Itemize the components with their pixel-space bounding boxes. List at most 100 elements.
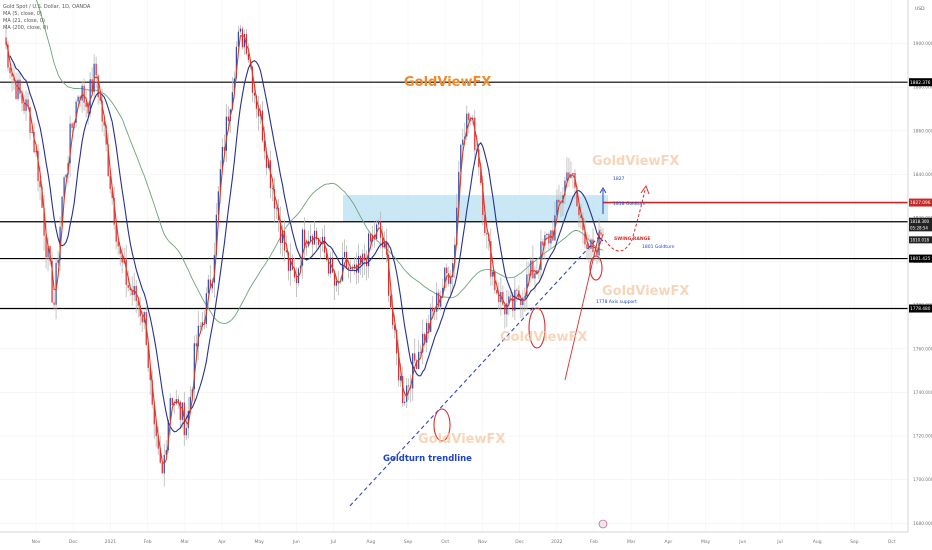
candle-body bbox=[392, 307, 394, 326]
legend-ma5[interactable]: MA (5, close, 0) bbox=[3, 11, 42, 17]
candle-body bbox=[9, 67, 11, 74]
highlight-circle bbox=[589, 255, 603, 281]
candle-body bbox=[474, 117, 476, 151]
legend-symbol[interactable]: Gold Spot / U.S. Dollar, 1D, OANDA bbox=[3, 4, 91, 10]
candle-body bbox=[295, 277, 298, 283]
candle-body bbox=[141, 316, 143, 323]
time-axis[interactable]: Nov Dec 2021 Feb Mar Apr May Jun Jul Aug Sep Oct Nov… bbox=[0, 519, 908, 545]
candle-body bbox=[215, 214, 217, 256]
candle-body bbox=[121, 253, 123, 263]
candle-body bbox=[137, 300, 139, 306]
price-tag-bg bbox=[909, 198, 932, 207]
candle-body bbox=[398, 353, 400, 381]
candle-body bbox=[33, 132, 35, 153]
candle-body bbox=[580, 215, 582, 218]
candle-body bbox=[560, 202, 562, 204]
candle-body bbox=[205, 293, 207, 325]
candle-body bbox=[540, 241, 542, 270]
candle-body bbox=[530, 260, 532, 276]
legend-ma200[interactable]: MA (200, close, 0) bbox=[3, 25, 49, 31]
candle-body bbox=[536, 270, 538, 273]
candle-body bbox=[43, 207, 45, 236]
price-tick-label: 1740.000 bbox=[913, 390, 932, 396]
candle-body bbox=[289, 257, 292, 271]
time-tick-label: Sep bbox=[850, 539, 859, 545]
candle-body bbox=[159, 448, 161, 463]
candle-body bbox=[390, 295, 392, 308]
candle-body bbox=[279, 220, 282, 244]
candle-body bbox=[564, 180, 566, 196]
price-axis[interactable]: USD 1680.000 1700.000 1720.000 1740.000 1760.… bbox=[907, 0, 932, 550]
candle-body bbox=[281, 230, 284, 244]
candle-body bbox=[546, 233, 548, 236]
candle-body bbox=[227, 116, 229, 122]
candle-body bbox=[185, 428, 187, 436]
candle-body bbox=[101, 100, 103, 122]
time-tick-label: 2022 bbox=[551, 539, 563, 545]
candle-body bbox=[39, 181, 41, 188]
ma5-line bbox=[5, 35, 604, 465]
candle-body bbox=[315, 230, 318, 240]
candle-body bbox=[359, 255, 362, 264]
ma200-layer bbox=[35, 0, 604, 325]
label-1827: 1827 bbox=[613, 176, 625, 182]
time-tick-label: Mar bbox=[627, 539, 636, 545]
time-tick-label: Aug bbox=[813, 539, 822, 545]
candle-body bbox=[526, 274, 528, 297]
candle-body bbox=[456, 207, 458, 245]
candle-body bbox=[337, 281, 340, 282]
candle-body bbox=[486, 233, 488, 235]
candle-body bbox=[462, 139, 464, 145]
candle-body bbox=[237, 31, 239, 47]
candle-body bbox=[57, 260, 59, 263]
candle-body bbox=[368, 233, 370, 267]
price-tag-bg bbox=[909, 236, 932, 244]
price-axis-unit: USD bbox=[915, 6, 925, 12]
candle-body bbox=[199, 325, 201, 327]
candle-body bbox=[209, 279, 211, 289]
candle-body bbox=[394, 325, 396, 331]
candle-body bbox=[55, 262, 57, 305]
time-tick-label: Oct bbox=[888, 539, 896, 545]
time-tick-label: Feb bbox=[590, 539, 598, 545]
candle-body bbox=[177, 399, 179, 402]
candle-body bbox=[179, 401, 181, 420]
swing-zone bbox=[343, 195, 608, 222]
candle-body bbox=[21, 93, 23, 104]
candle-body bbox=[251, 66, 254, 93]
candle-body bbox=[171, 397, 173, 406]
ma200-line bbox=[35, 0, 604, 325]
candle-body bbox=[181, 402, 183, 420]
candle-body bbox=[588, 248, 590, 250]
candle-body bbox=[532, 260, 534, 279]
legend-ma21[interactable]: MA (21, close, 0) bbox=[3, 18, 46, 24]
candle-body bbox=[127, 285, 129, 288]
candle-body bbox=[414, 353, 416, 361]
goldturn-trendline bbox=[349, 235, 601, 507]
candle-body bbox=[35, 150, 37, 153]
price-tag-bg bbox=[909, 304, 932, 313]
price-tag-label: 1882.376 bbox=[910, 80, 931, 86]
candle-body bbox=[442, 287, 444, 296]
candle-body bbox=[458, 171, 460, 208]
candle-body bbox=[404, 401, 406, 404]
candle-body bbox=[578, 206, 580, 216]
candle-body bbox=[37, 150, 39, 182]
candle-body bbox=[484, 215, 486, 234]
candle-body bbox=[510, 295, 512, 297]
price-tag-label: 1827.096 bbox=[910, 200, 931, 206]
candle-body bbox=[420, 351, 422, 353]
trendline-layer bbox=[349, 235, 601, 507]
time-tick-label: Dec bbox=[69, 539, 78, 545]
candle-body bbox=[129, 287, 131, 291]
time-tick-label: Jun bbox=[738, 539, 746, 545]
candle-body bbox=[406, 385, 408, 402]
candle-body bbox=[305, 246, 308, 248]
candle-body bbox=[107, 144, 109, 177]
candle-body bbox=[514, 289, 516, 311]
candle-body bbox=[17, 79, 19, 99]
candle-body bbox=[460, 144, 462, 172]
candle-body bbox=[69, 123, 71, 164]
candle-body bbox=[528, 274, 530, 276]
